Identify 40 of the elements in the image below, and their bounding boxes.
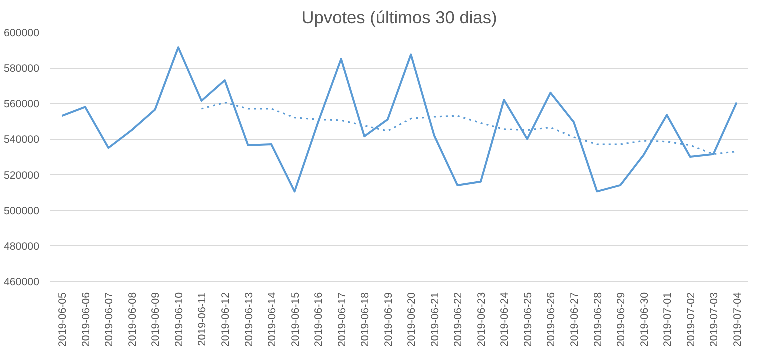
x-tick-label: 2019-06-06: [80, 292, 92, 348]
x-tick-label: 2019-06-26: [546, 292, 558, 348]
x-tick-label: 2019-07-04: [732, 292, 744, 348]
x-tick-label: 2019-06-19: [382, 292, 395, 348]
x-tick-label: 2019-06-13: [243, 292, 256, 348]
x-tick-label: 2019-06-10: [173, 292, 186, 348]
x-tick-label: 2019-06-22: [452, 292, 465, 348]
y-tick-label: 520000: [4, 170, 40, 182]
y-tick-label: 580000: [4, 63, 40, 76]
x-tick-label: 2019-07-03: [708, 292, 721, 348]
x-tick-label: 2019-06-30: [638, 292, 651, 348]
x-tick-label: 2019-06-24: [499, 292, 512, 348]
x-tick-label: 2019-06-28: [592, 292, 604, 348]
x-tick-label: 2019-06-18: [360, 292, 372, 348]
x-tick-label: 2019-06-08: [126, 292, 139, 348]
x-tick-label: 2019-06-27: [569, 292, 581, 348]
y-tick-label: 500000: [4, 205, 40, 218]
x-tick-label: 2019-06-23: [476, 292, 488, 348]
x-tick-label: 2019-06-17: [336, 292, 348, 348]
x-tick-label: 2019-06-25: [522, 292, 534, 348]
x-tick-label: 2019-06-11: [196, 292, 209, 346]
x-tick-label: 2019-06-07: [104, 292, 116, 348]
x-tick-label: 2019-06-21: [429, 292, 442, 348]
x-tick-label: 2019-06-15: [290, 292, 302, 348]
x-tick-label: 2019-06-14: [266, 292, 279, 348]
y-tick-label: 540000: [4, 134, 40, 146]
x-tick-label: 2019-06-12: [220, 292, 232, 348]
x-tick-label: 2019-06-29: [616, 292, 628, 348]
x-tick-label: 2019-06-20: [406, 292, 418, 348]
y-tick-label: 600000: [4, 28, 40, 40]
y-tick-label: 560000: [4, 98, 40, 111]
x-tick-label: 2019-06-16: [313, 292, 326, 348]
x-tick-label: 2019-07-02: [685, 292, 698, 348]
chart-title: Upvotes (últimos 30 dias): [302, 8, 498, 28]
line-series: [61, 46, 738, 193]
x-tick-label: 2019-06-09: [150, 292, 162, 348]
x-tick-label: 2019-06-05: [57, 292, 70, 348]
x-tick-label: 2019-07-01: [662, 292, 674, 348]
y-tick-label: 480000: [4, 240, 40, 253]
y-tick-label: 460000: [4, 276, 40, 288]
